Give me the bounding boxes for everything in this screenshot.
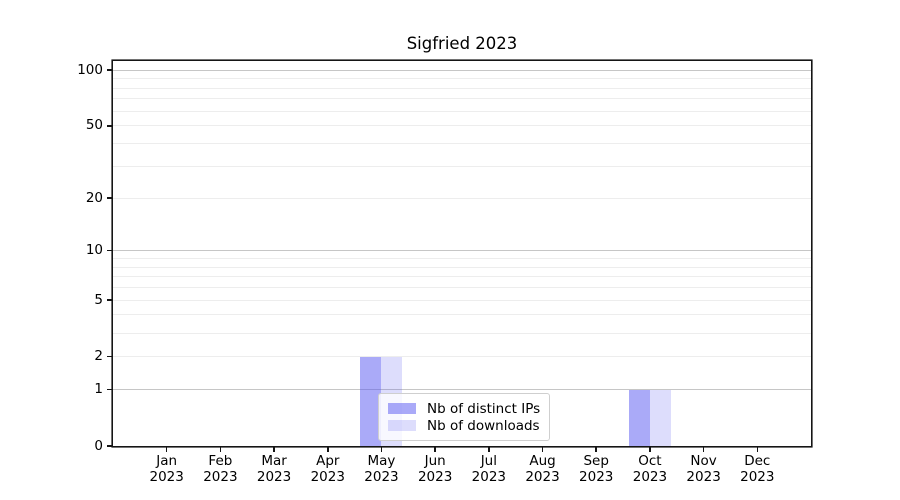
x-tick-label-mar-2023: Mar 2023 <box>256 453 292 485</box>
x-tickmark-mar-2023 <box>273 447 275 452</box>
y-tickmark-2 <box>107 355 112 358</box>
x-tickmark-apr-2023 <box>327 447 329 452</box>
gridline-minor-70 <box>113 98 811 100</box>
x-tickmark-nov-2023 <box>702 447 705 452</box>
y-tickmark-1 <box>107 388 112 391</box>
x-tickmark-feb-2023 <box>219 447 222 452</box>
x-tick-label-may-2023: May 2023 <box>364 453 399 485</box>
gridline-major-1 <box>113 389 811 391</box>
gridline-minor-30 <box>113 165 811 167</box>
y-tick-label-20: 20 <box>85 189 103 206</box>
legend-swatch-nb-of-downloads <box>388 420 416 431</box>
x-tick-label-jun-2023: Jun 2023 <box>417 453 453 485</box>
gridline-minor-2 <box>113 356 811 358</box>
y-tick-label-5: 5 <box>94 291 103 308</box>
gridline-minor-3 <box>113 332 811 334</box>
x-tick-label-nov-2023: Nov 2023 <box>686 453 721 485</box>
y-tickmark-100 <box>107 69 112 71</box>
y-tick-label-0: 0 <box>94 437 103 454</box>
x-tick-label-oct-2023: Oct 2023 <box>632 453 668 485</box>
gridline-minor-6 <box>113 287 811 289</box>
legend: Nb of distinct IPs Nb of downloads <box>378 393 551 441</box>
gridline-minor-8 <box>113 266 811 268</box>
x-tick-label-aug-2023: Aug 2023 <box>525 453 560 485</box>
chart-title: Sigfried 2023 <box>406 34 518 53</box>
y-tickmark-50 <box>107 125 112 127</box>
y-tickmark-10 <box>107 249 112 252</box>
x-tickmark-aug-2023 <box>541 447 544 452</box>
x-tick-label-dec-2023: Dec 2023 <box>740 453 775 485</box>
x-tickmark-oct-2023 <box>649 447 651 452</box>
gridline-minor-20 <box>113 197 811 199</box>
gridline-minor-5 <box>113 299 811 301</box>
x-tickmark-may-2023 <box>380 447 383 452</box>
gridline-minor-7 <box>113 276 811 278</box>
x-tickmark-jun-2023 <box>434 447 436 452</box>
y-tick-label-2: 2 <box>94 348 103 365</box>
y-tickmark-0 <box>107 445 112 447</box>
gridline-minor-60 <box>113 110 811 112</box>
bar-nb-of-distinct-ips-may-2023 <box>360 356 382 446</box>
y-tickmark-5 <box>107 299 112 301</box>
gridline-minor-80 <box>113 87 811 89</box>
plot-area <box>113 61 811 446</box>
y-tick-label-1: 1 <box>94 381 103 398</box>
gridline-major-100 <box>113 69 811 71</box>
x-tickmark-dec-2023 <box>756 447 759 452</box>
bar-nb-of-distinct-ips-oct-2023 <box>628 389 650 446</box>
y-tick-label-50: 50 <box>85 117 103 134</box>
legend-item-nb-of-downloads: Nb of downloads <box>388 417 540 434</box>
y-tick-label-100: 100 <box>77 61 103 78</box>
x-tickmark-jan-2023 <box>165 447 168 452</box>
bar-nb-of-downloads-oct-2023 <box>649 389 671 446</box>
legend-swatch-nb-of-distinct-ips <box>388 403 416 414</box>
gridline-minor-50 <box>113 125 811 127</box>
legend-label-nb-of-distinct-ips: Nb of distinct IPs <box>427 400 541 417</box>
x-tick-label-jan-2023: Jan 2023 <box>149 453 184 485</box>
y-tickmark-20 <box>107 197 112 199</box>
x-tick-label-apr-2023: Apr 2023 <box>310 453 345 485</box>
y-tick-label-10: 10 <box>85 242 103 259</box>
gridline-minor-90 <box>113 78 811 80</box>
gridline-minor-40 <box>113 143 811 145</box>
x-tick-label-sep-2023: Sep 2023 <box>579 453 614 485</box>
legend-item-nb-of-distinct-ips: Nb of distinct IPs <box>388 400 540 417</box>
gridline-major-10 <box>113 250 811 252</box>
x-tick-label-jul-2023: Jul 2023 <box>471 453 507 485</box>
gridline-minor-9 <box>113 258 811 259</box>
x-tickmark-jul-2023 <box>488 447 490 452</box>
x-tick-label-feb-2023: Feb 2023 <box>203 453 238 485</box>
x-tickmark-sep-2023 <box>595 447 597 452</box>
gridline-minor-4 <box>113 314 811 316</box>
legend-label-nb-of-downloads: Nb of downloads <box>427 417 540 434</box>
